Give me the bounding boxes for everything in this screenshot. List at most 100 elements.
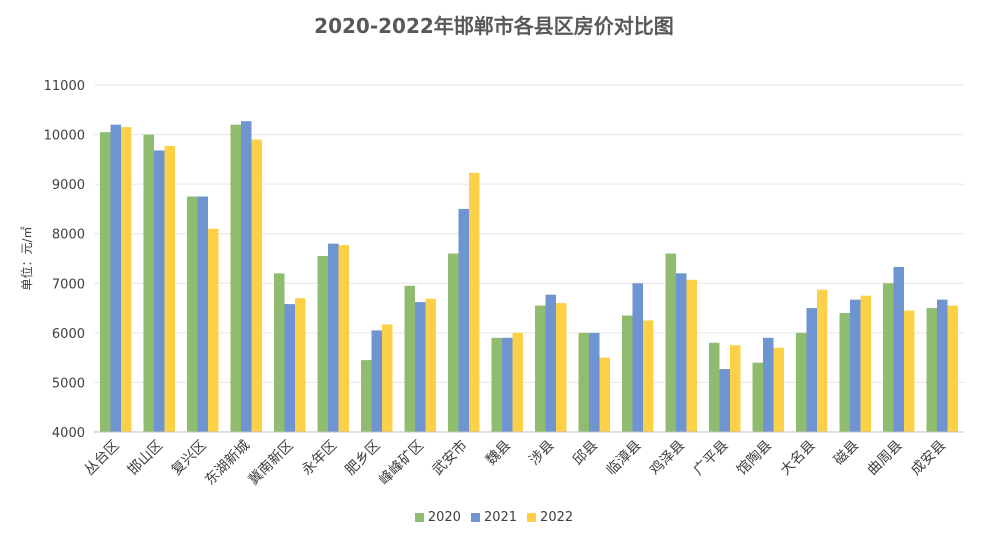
x-tick-label: 临漳县 — [603, 437, 645, 479]
bar-2022-7 — [425, 298, 436, 432]
legend-label: 2020 — [427, 510, 461, 525]
bar-2021-0 — [110, 124, 121, 433]
x-tick-label: 峰峰矿区 — [376, 438, 427, 489]
bar-2020-6 — [361, 360, 372, 432]
y-tick-label: 8000 — [52, 228, 85, 243]
bar-2021-4 — [284, 304, 295, 432]
bar-2021-11 — [589, 332, 600, 432]
bar-2020-18 — [883, 283, 894, 432]
bar-2021-3 — [241, 121, 252, 433]
bar-2021-17 — [850, 299, 861, 432]
bar-2020-11 — [578, 332, 589, 432]
bar-2022-15 — [773, 347, 784, 432]
legend-swatch — [414, 513, 424, 522]
bar-2022-2 — [208, 228, 219, 432]
bar-2020-8 — [448, 253, 459, 432]
x-tick-label: 大名县 — [778, 438, 819, 479]
bar-2021-2 — [197, 196, 208, 432]
x-tick-label: 馆陶县 — [734, 438, 775, 479]
bar-2020-15 — [752, 362, 763, 432]
bar-2020-13 — [665, 253, 676, 432]
bar-2020-10 — [535, 305, 546, 432]
bar-2021-15 — [763, 337, 774, 432]
bar-2021-18 — [893, 266, 904, 432]
x-tick-label: 东湖新城 — [202, 438, 253, 489]
x-tick-label: 曲周县 — [865, 438, 906, 479]
bar-2022-4 — [295, 298, 306, 432]
bar-2020-4 — [274, 273, 285, 432]
bar-2022-5 — [338, 245, 349, 432]
legend-swatch — [470, 513, 480, 522]
legend-item-2020: 2020 — [414, 510, 461, 525]
bar-2022-6 — [382, 324, 393, 432]
bar-2022-11 — [599, 357, 610, 432]
x-tick-label: 邱县 — [570, 438, 601, 469]
bar-2021-13 — [676, 273, 687, 432]
bar-2020-16 — [796, 332, 807, 432]
x-tick-label: 冀南新区 — [246, 438, 297, 489]
bar-2022-18 — [904, 310, 915, 432]
bar-2020-19 — [926, 308, 937, 432]
y-tick-label: 10000 — [44, 129, 85, 144]
legend-label: 2022 — [540, 510, 574, 525]
x-tick-label: 复兴区 — [168, 437, 210, 479]
legend-item-2022: 2022 — [527, 510, 573, 525]
x-tick-label: 磁县 — [831, 438, 862, 469]
bar-2020-0 — [100, 132, 111, 433]
bar-2022-16 — [817, 289, 828, 432]
y-tick-label: 9000 — [52, 178, 85, 193]
bar-2020-9 — [491, 337, 502, 432]
bar-2021-8 — [458, 208, 469, 432]
y-axis-label: 单位：元/㎡ — [19, 226, 34, 290]
x-tick-label: 武安市 — [429, 437, 471, 479]
bar-2020-12 — [622, 315, 633, 432]
y-tick-label: 11000 — [44, 79, 85, 94]
bar-2021-19 — [937, 299, 948, 432]
chart-title: 2020-2022年邯郸市各县区房价对比图 — [314, 14, 674, 38]
bar-2022-14 — [730, 345, 741, 432]
bar-2021-9 — [502, 337, 513, 432]
bar-2020-14 — [709, 342, 720, 432]
bar-2022-12 — [643, 320, 654, 432]
x-tick-label: 丛台区 — [82, 438, 123, 479]
bar-2021-6 — [371, 330, 382, 432]
legend-label: 2021 — [483, 510, 518, 525]
y-tick-label: 5000 — [52, 376, 85, 391]
chart-legend: 2020 2021 2022 — [0, 510, 988, 525]
bar-2020-2 — [187, 196, 198, 432]
x-tick-label: 鸡泽县 — [646, 437, 688, 479]
bar-2022-3 — [251, 139, 262, 432]
bar-2022-0 — [121, 127, 132, 432]
bar-2021-7 — [415, 302, 426, 432]
x-tick-label: 肥乡区 — [343, 438, 384, 479]
x-tick-label: 涉县 — [526, 438, 557, 469]
bar-2020-7 — [404, 285, 415, 432]
bar-2022-19 — [947, 305, 958, 432]
x-tick-label: 永年区 — [299, 438, 340, 479]
legend-item-2021: 2021 — [470, 510, 518, 525]
bar-2021-5 — [328, 243, 339, 432]
bar-2020-1 — [143, 134, 154, 433]
bar-2021-14 — [719, 369, 730, 432]
bar-2020-3 — [230, 124, 241, 433]
x-tick-label: 魏县 — [483, 438, 514, 469]
bar-2021-10 — [545, 294, 556, 432]
bar-2021-1 — [154, 150, 165, 433]
bar-2020-5 — [317, 256, 328, 432]
y-tick-label: 4000 — [52, 426, 85, 441]
bar-2022-17 — [860, 295, 871, 432]
y-tick-label: 6000 — [52, 327, 85, 342]
bar-2022-10 — [556, 303, 567, 432]
bar-2022-8 — [469, 172, 480, 432]
bar-2020-17 — [839, 313, 850, 432]
x-tick-label: 邯山区 — [125, 438, 166, 479]
bar-2022-9 — [512, 332, 523, 432]
legend-swatch — [527, 513, 537, 522]
bar-2021-16 — [806, 308, 817, 432]
bar-2022-13 — [686, 279, 697, 432]
x-tick-label: 广平县 — [691, 438, 732, 479]
x-tick-label: 成安县 — [908, 438, 949, 479]
y-tick-label: 7000 — [52, 277, 85, 292]
